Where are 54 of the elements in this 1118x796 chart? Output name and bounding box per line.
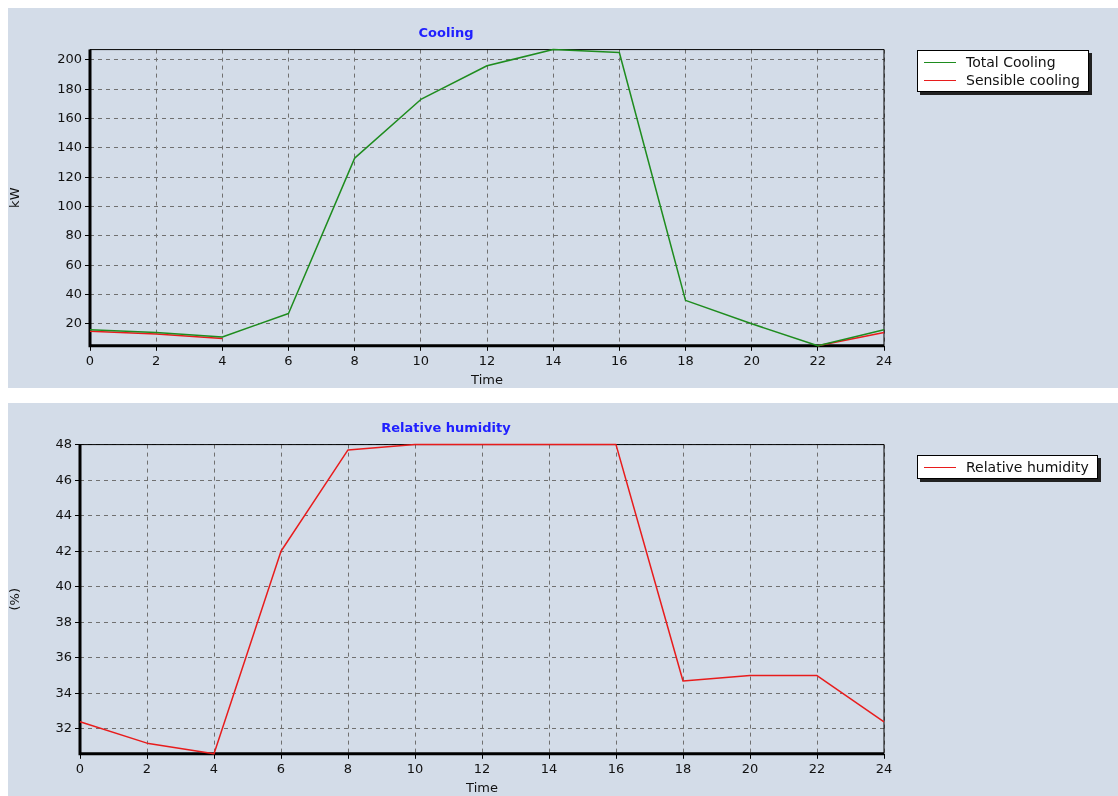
y-tick-label: 34	[55, 684, 72, 700]
y-tick-label: 40	[55, 578, 72, 594]
x-tick-label: 14	[540, 760, 558, 776]
x-tick-label: 10	[412, 352, 430, 368]
y-tick-label: 20	[65, 315, 82, 331]
y-axis-title: (%)	[7, 587, 23, 611]
y-tick-label: 100	[57, 197, 82, 213]
x-tick-label: 8	[343, 760, 353, 776]
legend-label: Relative humidity	[966, 459, 1089, 475]
x-axis-title: Time	[470, 371, 503, 387]
y-tick-label: 48	[55, 435, 72, 451]
chart-title: Relative humidity	[381, 420, 512, 436]
y-tick-label: 42	[55, 542, 72, 558]
y-tick-label: 44	[55, 507, 72, 523]
x-tick-label: 8	[350, 352, 359, 368]
y-tick-label: 60	[65, 256, 82, 272]
x-tick-label: 10	[406, 760, 424, 776]
y-tick-label: 40	[65, 285, 82, 301]
y-tick-label: 180	[57, 80, 82, 96]
x-tick-label: 4	[209, 760, 219, 776]
x-axis-title: Time	[465, 779, 498, 795]
legend-label: Sensible cooling	[966, 72, 1080, 88]
x-tick-label: 0	[85, 352, 95, 368]
y-tick-label: 160	[57, 109, 82, 125]
y-tick-label: 38	[55, 613, 72, 629]
y-tick-label: 36	[55, 649, 72, 665]
y-tick-label: 140	[57, 139, 82, 155]
x-tick-label: 4	[218, 352, 227, 368]
x-tick-label: 16	[611, 352, 628, 368]
y-axis-title: kW	[7, 187, 23, 208]
x-tick-label: 24	[875, 352, 893, 368]
y-tick-label: 120	[57, 168, 82, 184]
y-tick-label: 80	[65, 227, 82, 243]
x-tick-label: 6	[276, 760, 286, 776]
x-tick-label: 12	[473, 760, 491, 776]
x-tick-label: 22	[808, 760, 826, 776]
y-tick-label: 200	[57, 51, 82, 67]
x-tick-label: 18	[677, 352, 694, 368]
y-tick-label: 32	[55, 720, 72, 736]
x-tick-label: 14	[544, 352, 562, 368]
x-tick-label: 6	[284, 352, 293, 368]
legend-label: Total Cooling	[966, 54, 1056, 70]
x-tick-label: 22	[809, 352, 827, 368]
x-tick-label: 18	[674, 760, 692, 776]
x-tick-label: 0	[75, 760, 85, 776]
x-tick-label: 12	[478, 352, 496, 368]
x-tick-label: 20	[741, 760, 759, 776]
x-tick-label: 2	[142, 760, 152, 776]
chart-title: Cooling	[418, 25, 474, 41]
x-tick-label: 16	[607, 760, 625, 776]
x-tick-label: 2	[152, 352, 161, 368]
y-tick-label: 46	[55, 471, 72, 487]
x-tick-label: 24	[875, 760, 893, 776]
x-tick-label: 20	[743, 352, 760, 368]
